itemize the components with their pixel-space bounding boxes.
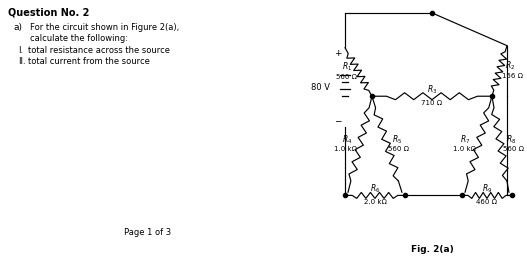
Text: $R_1$: $R_1$ bbox=[343, 61, 353, 73]
Text: 1.0 kΩ: 1.0 kΩ bbox=[335, 146, 357, 152]
Text: Fig. 2(a): Fig. 2(a) bbox=[411, 245, 453, 254]
Text: II.: II. bbox=[18, 57, 26, 66]
Text: $R_7$: $R_7$ bbox=[460, 133, 471, 146]
Text: 560 Ω: 560 Ω bbox=[336, 74, 357, 80]
Text: $R_9$: $R_9$ bbox=[482, 182, 492, 195]
Text: $R_8$: $R_8$ bbox=[506, 133, 516, 146]
Text: −: − bbox=[334, 116, 341, 125]
Text: total current from the source: total current from the source bbox=[28, 57, 150, 66]
Text: +: + bbox=[334, 49, 341, 58]
Text: 710 Ω: 710 Ω bbox=[422, 100, 443, 106]
Text: I.: I. bbox=[18, 46, 23, 55]
Text: $R_5$: $R_5$ bbox=[392, 133, 402, 146]
Text: $R_2$: $R_2$ bbox=[505, 60, 515, 72]
Text: $R_3$: $R_3$ bbox=[427, 83, 437, 95]
Text: $R_6$: $R_6$ bbox=[370, 182, 380, 195]
Text: 560 Ω: 560 Ω bbox=[388, 146, 409, 152]
Text: $R_4$: $R_4$ bbox=[342, 133, 352, 146]
Text: 80 V: 80 V bbox=[311, 83, 330, 92]
Text: 156 Ω: 156 Ω bbox=[502, 73, 523, 79]
Text: 2.0 kΩ: 2.0 kΩ bbox=[364, 199, 386, 205]
Text: a): a) bbox=[14, 23, 23, 32]
Text: Question No. 2: Question No. 2 bbox=[8, 8, 90, 18]
Text: For the circuit shown in Figure 2(a),: For the circuit shown in Figure 2(a), bbox=[30, 23, 179, 32]
Text: 560 Ω: 560 Ω bbox=[503, 146, 524, 152]
Text: 1.0 kΩ: 1.0 kΩ bbox=[453, 146, 476, 152]
Text: 460 Ω: 460 Ω bbox=[476, 199, 497, 205]
Text: Page 1 of 3: Page 1 of 3 bbox=[124, 228, 172, 237]
Text: calculate the following:: calculate the following: bbox=[30, 34, 128, 43]
Text: total resistance across the source: total resistance across the source bbox=[28, 46, 170, 55]
